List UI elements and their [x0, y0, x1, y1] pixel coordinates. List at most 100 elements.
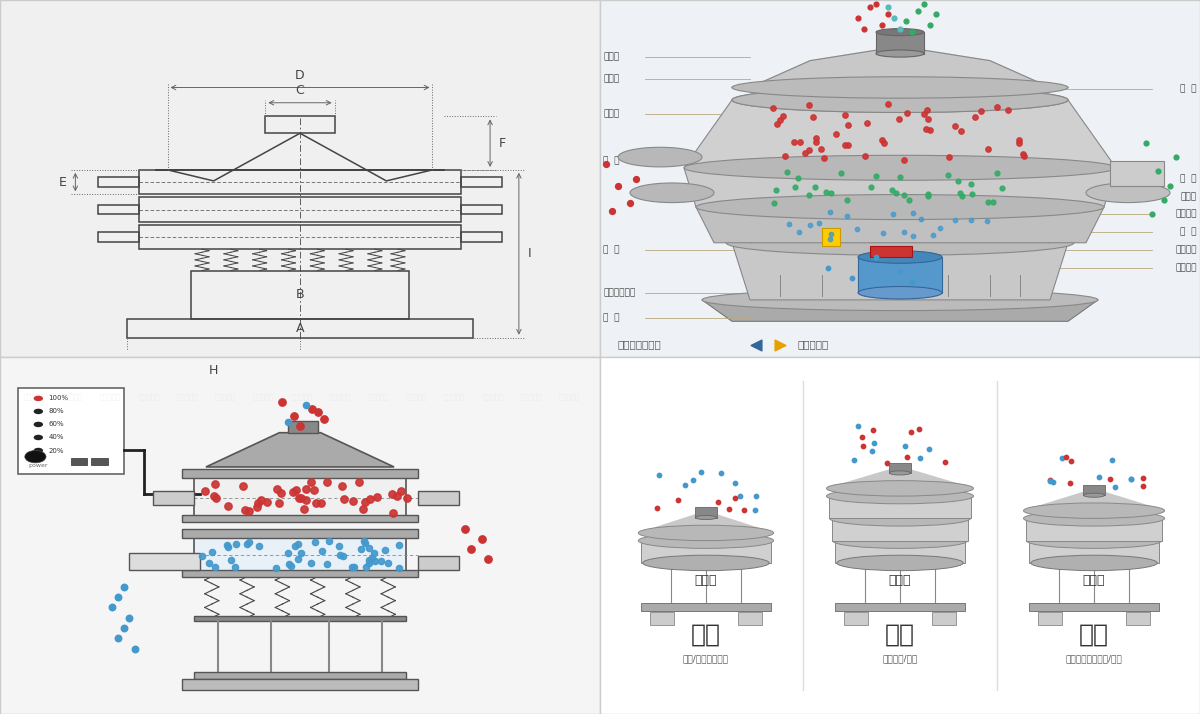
Text: 机  座: 机 座: [604, 313, 619, 322]
Bar: [154, 491, 194, 505]
Point: [278, 548, 298, 559]
Point: [910, 453, 929, 464]
Point: [1134, 480, 1153, 491]
Point: [731, 491, 750, 502]
Point: [898, 451, 917, 463]
Point: [283, 486, 302, 498]
Point: [355, 496, 374, 508]
Bar: [641, 603, 770, 611]
Point: [362, 553, 382, 564]
Text: D: D: [295, 69, 305, 82]
Text: 外形尺寸示意图: 外形尺寸示意图: [618, 339, 661, 350]
Point: [877, 458, 896, 469]
Text: 去除液体中的颗粒/异物: 去除液体中的颗粒/异物: [1066, 654, 1122, 663]
Point: [226, 561, 245, 573]
Point: [914, 0, 934, 9]
Ellipse shape: [696, 194, 1104, 219]
Text: 粉末振动筛: 粉末振动筛: [292, 393, 312, 400]
Bar: [1030, 540, 1159, 563]
Point: [720, 503, 739, 515]
Point: [286, 540, 305, 552]
Point: [294, 503, 313, 515]
Bar: [194, 616, 406, 621]
Point: [126, 643, 145, 654]
Bar: [650, 612, 673, 625]
Text: 粉末振动筛: 粉末振动筛: [253, 393, 275, 400]
Point: [883, 208, 902, 220]
Text: 粉末振动筛: 粉末振动筛: [215, 393, 236, 400]
Point: [919, 114, 938, 125]
Point: [930, 223, 949, 234]
Point: [196, 485, 215, 496]
Point: [1040, 476, 1060, 487]
Ellipse shape: [1024, 511, 1164, 526]
Point: [821, 228, 840, 240]
Point: [1148, 166, 1168, 177]
Point: [992, 182, 1012, 193]
Point: [205, 478, 224, 489]
Point: [853, 440, 872, 451]
Point: [281, 560, 300, 572]
Polygon shape: [206, 433, 394, 467]
Point: [866, 170, 886, 181]
Point: [192, 550, 211, 562]
Circle shape: [34, 422, 43, 427]
Point: [1105, 481, 1124, 493]
Point: [863, 446, 882, 457]
Point: [366, 555, 385, 567]
Text: 去除异物/结块: 去除异物/结块: [882, 654, 918, 663]
Text: 出料口: 出料口: [604, 110, 619, 119]
Point: [620, 198, 640, 209]
Bar: [835, 540, 965, 563]
Point: [926, 9, 946, 20]
Bar: [833, 518, 967, 540]
Point: [768, 119, 787, 130]
Ellipse shape: [858, 251, 942, 263]
Point: [289, 492, 308, 503]
Point: [860, 1, 880, 13]
Point: [988, 168, 1007, 179]
Point: [799, 144, 818, 156]
Point: [388, 491, 407, 502]
Point: [676, 479, 695, 491]
Point: [950, 188, 970, 199]
Bar: [1127, 612, 1150, 625]
Ellipse shape: [1086, 183, 1170, 203]
Text: 筛  网: 筛 网: [1181, 85, 1198, 94]
Point: [919, 443, 938, 455]
Point: [778, 166, 797, 178]
Point: [878, 9, 898, 20]
Point: [800, 219, 820, 231]
Point: [952, 125, 971, 136]
Point: [966, 111, 985, 122]
Bar: [265, 116, 335, 134]
Point: [847, 223, 866, 235]
Point: [360, 493, 379, 505]
Point: [790, 226, 809, 238]
Bar: [461, 178, 502, 186]
Text: 粉末振动筛: 粉末振动筛: [329, 393, 350, 400]
Ellipse shape: [889, 471, 911, 475]
Text: 防尘盖: 防尘盖: [604, 74, 619, 83]
Text: H: H: [209, 363, 218, 376]
Bar: [858, 257, 942, 293]
Bar: [191, 271, 409, 319]
Point: [691, 466, 710, 478]
Text: 除杂: 除杂: [1079, 623, 1109, 647]
Point: [238, 538, 257, 550]
Point: [815, 152, 834, 164]
Point: [745, 505, 764, 516]
Point: [784, 136, 803, 148]
Ellipse shape: [1084, 493, 1105, 497]
Point: [796, 147, 815, 159]
Point: [1142, 208, 1162, 220]
Point: [920, 19, 940, 31]
Bar: [194, 474, 406, 522]
Point: [1009, 134, 1028, 146]
Bar: [127, 319, 473, 338]
Point: [257, 496, 276, 508]
Point: [774, 111, 793, 122]
Point: [353, 503, 372, 515]
Point: [977, 215, 996, 226]
Point: [805, 181, 824, 193]
